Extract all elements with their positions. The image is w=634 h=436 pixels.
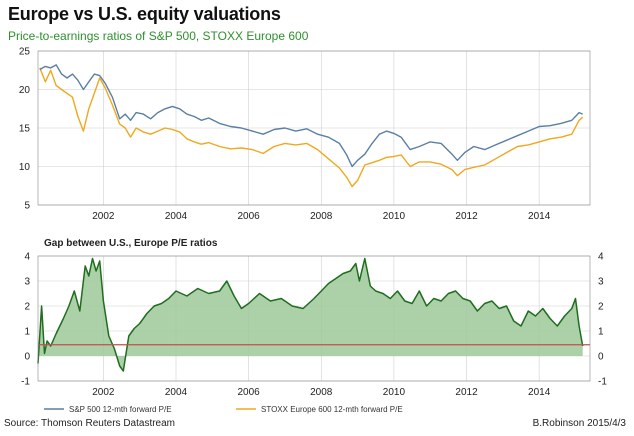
top-x-tick-label: 2002: [92, 211, 115, 222]
top-x-tick-label: 2004: [165, 211, 188, 222]
bottom-plot-frame: [37, 255, 591, 382]
bottom-y-tick-label-left: 2: [24, 302, 30, 313]
top-series-group: [39, 64, 584, 188]
bottom-x-tick-label: 2006: [238, 387, 261, 398]
bottom-y-tick-label-right: 3: [598, 277, 604, 288]
top-panel: 5 10 15 20 25 2002 2004 2006 2008 2010 2012 2014: [19, 47, 591, 222]
legend-label-sp500: S&P 500 12-mth forward P/E: [69, 405, 172, 414]
bottom-y-tick-label-left: 1: [24, 327, 30, 338]
gap-panel-title: Gap between U.S., Europe P/E ratios: [44, 238, 218, 249]
bottom-y-tick-label-left: 4: [24, 252, 30, 263]
top-x-tick-labels: 2002 2004 2006 2008 2010 2012 2014: [92, 211, 550, 222]
top-y-tick-label: 10: [19, 162, 31, 173]
top-x-tick-label: 2010: [383, 211, 406, 222]
bottom-y-tick-label-left: 0: [24, 352, 30, 363]
top-y-tick-label: 20: [19, 85, 31, 96]
bottom-y-tick-label-right: 0: [598, 352, 604, 363]
bottom-x-tick-label: 2004: [165, 387, 188, 398]
top-x-tick-label: 2006: [238, 211, 261, 222]
gap-area: [38, 258, 583, 371]
top-x-tick-label: 2012: [455, 211, 478, 222]
top-y-tick-label: 15: [19, 124, 31, 135]
bottom-x-tick-label: 2010: [383, 387, 406, 398]
credit-note: B.Robinson 2015/4/3: [532, 418, 626, 429]
bottom-y-tick-label-right: 4: [598, 252, 604, 263]
bottom-x-tick-label: 2012: [455, 387, 478, 398]
legend-label-stoxx: STOXX Europe 600 12-mth forward P/E: [261, 405, 403, 414]
gap-line: [37, 257, 584, 372]
top-plot-frame: [37, 50, 591, 206]
legend: S&P 500 12-mth forward P/E STOXX Europe …: [44, 405, 403, 414]
top-y-tick-label: 5: [24, 201, 30, 212]
bottom-series-group: [37, 257, 590, 372]
bottom-y-tick-labels-left: -1 0 1 2 3 4: [21, 252, 30, 388]
bottom-y-tick-label-right: 2: [598, 302, 604, 313]
bottom-x-tick-label: 2014: [528, 387, 551, 398]
chart-subtitle: Price-to-earnings ratios of S&P 500, STO…: [8, 29, 309, 43]
top-x-tick-label: 2008: [310, 211, 333, 222]
sp500-line: [39, 64, 583, 168]
bottom-x-tick-labels: 2002 2004 2006 2008 2010 2012 2014: [92, 387, 550, 398]
top-y-tick-label: 25: [19, 47, 31, 58]
bottom-y-tick-label-left: 3: [24, 277, 30, 288]
bottom-panel: -1 0 1 2 3 4 -1 0 1 2 3 4 2002 2004 2006 2008 2010 2012…: [21, 238, 607, 398]
bottom-y-tick-label-left: -1: [21, 377, 30, 388]
top-gridlines: [38, 50, 590, 206]
bottom-x-tick-label: 2002: [92, 387, 115, 398]
bottom-y-tick-label-right: -1: [598, 377, 607, 388]
top-y-tick-labels: 5 10 15 20 25: [19, 47, 31, 212]
chart-title: Europe vs U.S. equity valuations: [8, 4, 281, 24]
stoxx-line: [39, 67, 584, 188]
bottom-y-tick-labels-right: -1 0 1 2 3 4: [598, 252, 607, 388]
bottom-x-tick-label: 2008: [310, 387, 333, 398]
source-note: Source: Thomson Reuters Datastream: [4, 418, 176, 429]
bottom-y-tick-label-right: 1: [598, 327, 604, 338]
top-x-tick-label: 2014: [528, 211, 551, 222]
